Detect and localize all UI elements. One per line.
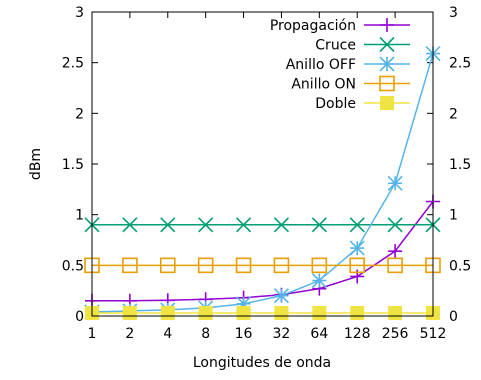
y2-tick-label: 1.5 xyxy=(449,157,471,173)
legend-marker xyxy=(379,36,395,53)
legend-label: Propagación xyxy=(270,18,356,34)
data-point xyxy=(388,244,403,259)
y-tick-label: 1 xyxy=(75,208,84,224)
data-point xyxy=(349,217,365,233)
legend: Propagación Cruce Anillo OFF Anillo ON Doble xyxy=(270,18,410,112)
y-tick-label: 0.5 xyxy=(62,258,84,274)
data-point xyxy=(160,217,176,233)
legend-marker xyxy=(379,56,395,72)
y2-tick-label: 2.5 xyxy=(449,56,471,72)
y2-tick-label: 1 xyxy=(449,208,458,224)
series-doble xyxy=(85,305,440,320)
data-point xyxy=(236,305,251,320)
legend-item: Propagación xyxy=(270,18,410,34)
x-tick-label: 256 xyxy=(382,326,409,342)
data-point xyxy=(273,257,290,274)
y-tick-label: 3 xyxy=(75,5,84,21)
tick-marks xyxy=(91,11,434,317)
data-point xyxy=(311,217,327,233)
data-point xyxy=(311,257,328,274)
x-tick-label: 32 xyxy=(273,326,291,342)
y-tick-label: 1.5 xyxy=(62,157,84,173)
data-point xyxy=(387,217,403,233)
data-point xyxy=(350,305,365,320)
x-tick-label: 128 xyxy=(344,326,371,342)
legend-label: Anillo OFF xyxy=(286,57,356,73)
y2-tick-label: 3 xyxy=(449,5,458,21)
series-cruce xyxy=(84,217,441,233)
data-point xyxy=(122,217,138,233)
x-tick-label: 1 xyxy=(88,326,97,342)
data-point xyxy=(198,217,214,233)
series-layer xyxy=(84,45,441,320)
data-point xyxy=(235,257,252,274)
legend-item: Anillo ON xyxy=(291,75,410,93)
legend-item: Anillo OFF xyxy=(286,56,410,73)
data-point xyxy=(274,305,289,320)
series-propagaci-n xyxy=(85,194,440,308)
plot-frame xyxy=(91,11,434,317)
data-point xyxy=(159,257,176,274)
data-point xyxy=(235,217,252,233)
y2-tick-label: 2 xyxy=(449,106,458,122)
data-point xyxy=(197,257,214,274)
data-point xyxy=(349,257,366,274)
legend-marker xyxy=(379,75,395,92)
data-point xyxy=(387,175,403,191)
y-axis-title: dBm xyxy=(28,148,44,180)
x-tick-label: 8 xyxy=(201,326,210,342)
data-point xyxy=(387,257,403,274)
x-tick-label: 4 xyxy=(163,326,172,342)
data-point xyxy=(349,240,365,256)
y-tick-label: 0 xyxy=(75,309,84,325)
x-tick-label: 2 xyxy=(125,326,134,342)
series-anillo-off xyxy=(84,45,441,320)
y2-tick-label: 0.5 xyxy=(449,258,471,274)
data-point xyxy=(273,288,290,304)
legend-label: Anillo ON xyxy=(291,77,356,93)
x-tick-label: 16 xyxy=(235,326,253,342)
legend-marker xyxy=(380,96,394,110)
legend-item: Doble xyxy=(315,96,410,112)
y2-tick-label: 0 xyxy=(449,309,458,325)
series-line xyxy=(91,53,434,313)
data-point xyxy=(312,305,327,320)
series-anillo-on xyxy=(84,257,441,274)
legend-label: Cruce xyxy=(315,38,356,54)
data-point xyxy=(160,305,175,320)
legend-marker xyxy=(380,18,394,32)
x-tick-label: 64 xyxy=(310,326,328,342)
legend-label: Doble xyxy=(315,96,356,112)
data-point xyxy=(235,296,252,312)
x-tick-label: 512 xyxy=(420,326,447,342)
y-tick-label: 2 xyxy=(75,106,84,122)
data-point xyxy=(388,305,403,320)
legend-item: Cruce xyxy=(315,36,410,54)
data-point xyxy=(198,305,213,320)
data-point xyxy=(273,217,290,233)
x-axis-title: Longitudes de onda xyxy=(193,355,331,371)
axis-labels: 0 0.5 1 1.5 2 2.5 3 0 0.5 1 1.5 2 2.5 3 1 2 4 8 16 32 64 128 2… xyxy=(62,5,472,342)
series-line xyxy=(92,201,434,302)
data-point xyxy=(122,257,138,274)
y-tick-label: 2.5 xyxy=(62,56,84,72)
data-point xyxy=(311,272,327,289)
data-point xyxy=(122,305,137,320)
